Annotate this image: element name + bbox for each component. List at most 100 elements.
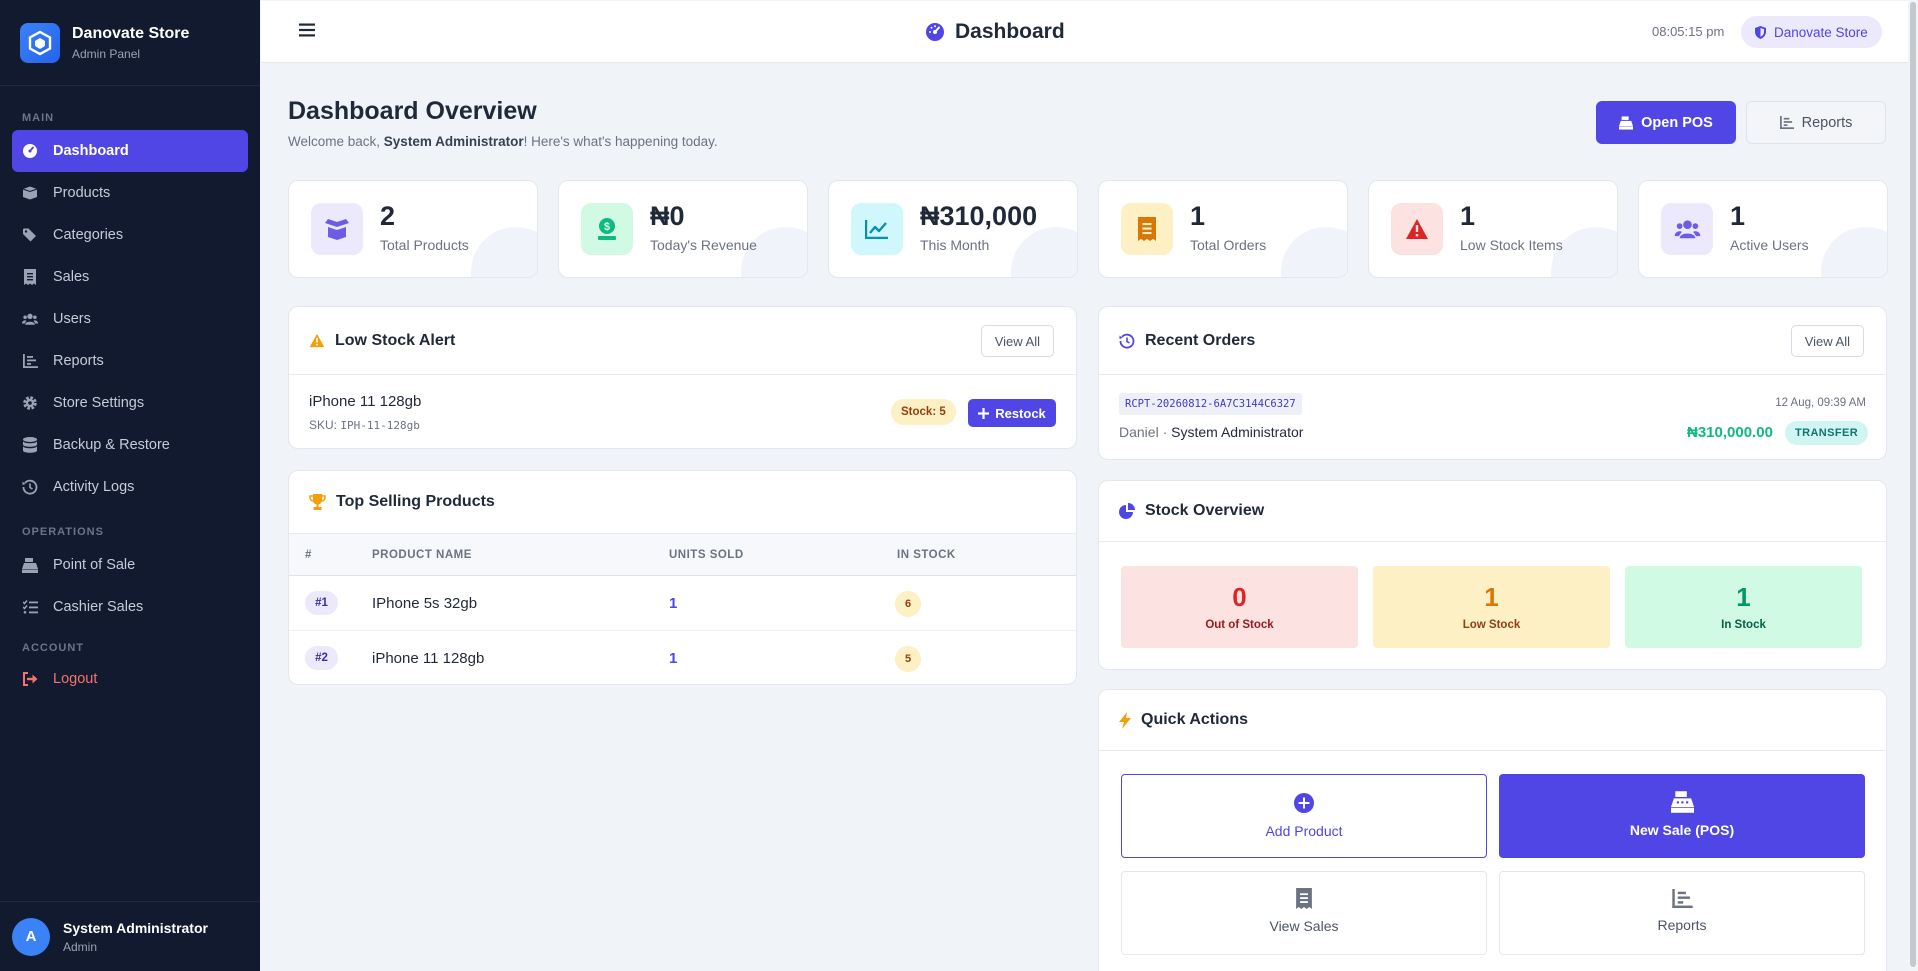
sidebar-item-label: Backup & Restore (53, 437, 170, 453)
stat-card-low-stock-items: 1 Low Stock Items (1368, 180, 1618, 278)
warning-icon (309, 333, 325, 348)
stat-value: ₦0 (650, 201, 685, 231)
product-name: IPhone 5s 32gb (372, 595, 478, 612)
new-sale-pos-button[interactable]: New Sale (POS) (1499, 774, 1865, 858)
in-stock-box[interactable]: 1 In Stock (1625, 566, 1862, 648)
out-of-stock-label: Out of Stock (1205, 619, 1274, 631)
sidebar-item-sales[interactable]: Sales (12, 256, 248, 298)
gauge-icon (925, 22, 945, 42)
low-stock-label: Low Stock (1462, 619, 1521, 631)
brand-subtitle: Admin Panel (72, 46, 141, 61)
units-sold: 1 (669, 595, 678, 612)
out-of-stock-box[interactable]: 0 Out of Stock (1121, 566, 1358, 648)
col-units-sold: UNITS SOLD (669, 549, 744, 561)
separator: · (1158, 424, 1172, 440)
stat-label: Low Stock Items (1460, 237, 1563, 253)
brand[interactable]: Danovate Store Admin Panel (0, 0, 260, 86)
store-pill-label: Danovate Store (1774, 24, 1868, 40)
box-icon (22, 185, 38, 201)
users-icon (22, 311, 38, 327)
quick-actions-card: Quick Actions Add Product New Sale (POS)… (1098, 689, 1887, 971)
warning-icon (1391, 203, 1443, 255)
sidebar-item-users[interactable]: Users (12, 298, 248, 340)
decor (1281, 227, 1347, 277)
avatar: A (12, 917, 50, 956)
low-stock-item-name: iPhone 11 128gb (309, 393, 422, 410)
decor (471, 227, 537, 277)
order-amount: ₦310,000.00 (1687, 424, 1773, 441)
menu-toggle-icon[interactable] (299, 23, 315, 37)
card-header: Stock Overview (1099, 481, 1886, 542)
store-pill[interactable]: Danovate Store (1741, 16, 1882, 48)
card-title: Top Selling Products (336, 493, 495, 510)
table-row[interactable]: #2 iPhone 11 128gb 1 5 (289, 631, 1076, 684)
welcome-suffix: ! Here's what's happening today. (523, 134, 718, 149)
stat-card-this-month: ₦310,000 This Month (828, 180, 1078, 278)
payment-method-badge: TRANSFER (1785, 421, 1869, 445)
sidebar-item-label: Cashier Sales (53, 599, 144, 615)
nav-section-operations: OPERATIONS (22, 526, 104, 538)
sku-value: IPH-11-128gb (340, 419, 420, 432)
order-date: 12 Aug, 09:39 AM (1775, 397, 1866, 409)
bolt-icon (1119, 711, 1131, 729)
sidebar-item-reports[interactable]: Reports (12, 340, 248, 382)
bar-chart-icon (1500, 889, 1864, 908)
add-product-button[interactable]: Add Product (1121, 774, 1487, 858)
chart-line-icon (851, 203, 903, 255)
view-sales-label: View Sales (1269, 918, 1339, 934)
new-sale-pos-label: New Sale (POS) (1629, 822, 1735, 838)
in-stock-badge: 6 (895, 591, 921, 617)
sidebar-item-dashboard[interactable]: Dashboard (12, 130, 248, 172)
page-title-topbar: Dashboard (925, 20, 1065, 44)
scrollbar-thumb[interactable] (1910, 2, 1916, 967)
card-title: Recent Orders (1145, 331, 1256, 349)
stat-label: Active Users (1730, 237, 1809, 253)
view-sales-button[interactable]: View Sales (1121, 871, 1487, 955)
low-stock-box[interactable]: 1 Low Stock (1373, 566, 1610, 648)
stat-label: Today's Revenue (650, 237, 757, 253)
stat-label: This Month (920, 237, 990, 253)
reports-quick-button[interactable]: Reports (1499, 871, 1865, 955)
sidebar-item-label: Point of Sale (53, 557, 136, 573)
sidebar-item-point-of-sale[interactable]: Point of Sale (12, 544, 248, 586)
view-all-low-stock-button[interactable]: View All (980, 325, 1054, 357)
units-sold: 1 (669, 650, 678, 667)
logout-button[interactable]: Logout (12, 658, 248, 700)
box-open-icon (311, 203, 363, 255)
brand-name: Danovate Store (72, 24, 190, 42)
welcome-prefix: Welcome back, (288, 134, 384, 149)
bar-chart-icon (1779, 116, 1794, 129)
out-of-stock-count: 0 (1232, 582, 1247, 612)
sidebar-item-backup-restore[interactable]: Backup & Restore (12, 424, 248, 466)
scrollbar[interactable] (1908, 0, 1918, 971)
current-user[interactable]: A System Administrator Admin (0, 901, 260, 971)
decor (1821, 227, 1887, 277)
card-title: Stock Overview (1145, 502, 1265, 519)
stat-label: Total Orders (1190, 237, 1267, 253)
reports-label: Reports (1801, 114, 1853, 131)
stat-value: 1 (1730, 201, 1746, 231)
sidebar-item-categories[interactable]: Categories (12, 214, 248, 256)
sidebar-item-products[interactable]: Products (12, 172, 248, 214)
table-header: # PRODUCT NAME UNITS SOLD IN STOCK (289, 533, 1076, 576)
sidebar: Danovate Store Admin Panel MAIN Dashboar… (0, 0, 260, 971)
decor (1011, 227, 1077, 277)
stock-overview-card: Stock Overview 0 Out of Stock 1 Low Stoc… (1098, 480, 1887, 670)
stat-card-active-users: 1 Active Users (1638, 180, 1888, 278)
receipt-number[interactable]: RCPT-20260812-6A7C3144C6327 (1119, 393, 1302, 415)
receipt-icon (1121, 203, 1173, 255)
table-row[interactable]: #1 IPhone 5s 32gb 1 6 (289, 576, 1076, 631)
open-pos-button[interactable]: Open POS (1596, 101, 1736, 144)
col-rank: # (305, 549, 312, 561)
sidebar-item-label: Store Settings (53, 395, 145, 411)
sidebar-item-store-settings[interactable]: Store Settings (12, 382, 248, 424)
sidebar-item-activity-logs[interactable]: Activity Logs (12, 466, 248, 508)
reports-button[interactable]: Reports (1746, 101, 1886, 144)
view-all-orders-button[interactable]: View All (1790, 325, 1864, 357)
history-icon (1119, 333, 1135, 349)
sidebar-item-cashier-sales[interactable]: Cashier Sales (12, 586, 248, 628)
restock-button[interactable]: Restock (968, 399, 1056, 427)
stat-value: ₦310,000 (920, 201, 1038, 231)
sku-label: SKU: (309, 418, 338, 432)
stock-badge: Stock: 5 (891, 399, 956, 425)
